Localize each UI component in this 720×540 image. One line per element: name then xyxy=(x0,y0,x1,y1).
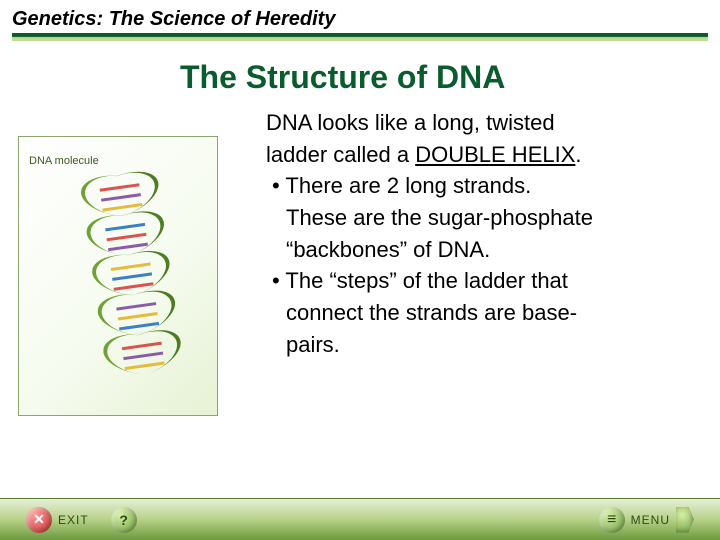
menu-label: MENU xyxy=(631,513,670,527)
exit-button[interactable]: ✕ EXIT xyxy=(26,507,89,533)
slide-header: Genetics: The Science of Heredity xyxy=(0,0,720,45)
exit-label: EXIT xyxy=(58,513,89,527)
body-line: “backbones” of DNA. xyxy=(266,235,702,265)
body-text-span: ladder called a xyxy=(266,142,415,167)
body-line: pairs. xyxy=(266,330,702,360)
exit-icon: ✕ xyxy=(26,507,52,533)
header-divider xyxy=(12,33,708,41)
footer-left-group: ✕ EXIT ? xyxy=(26,507,137,533)
bullet-line: • The “steps” of the ladder that xyxy=(266,266,702,296)
body-text-span: . xyxy=(575,142,581,167)
image-column: DNA molecule xyxy=(18,108,258,416)
help-button[interactable]: ? xyxy=(111,507,137,533)
menu-button[interactable]: ≡ MENU xyxy=(599,507,694,533)
body-line: DNA looks like a long, twisted xyxy=(266,108,702,138)
header-title: Genetics: The Science of Heredity xyxy=(12,8,708,31)
bullet-line: • There are 2 long strands. xyxy=(266,171,702,201)
arrow-right-icon xyxy=(676,507,694,533)
dna-helix-icon xyxy=(64,168,205,411)
slide-title: The Structure of DNA xyxy=(180,59,720,96)
help-icon: ? xyxy=(111,507,137,533)
body-line: ladder called a DOUBLE HELIX. xyxy=(266,140,702,170)
body-text: DNA looks like a long, twisted ladder ca… xyxy=(258,108,702,416)
key-term: DOUBLE HELIX xyxy=(415,142,575,167)
menu-icon: ≡ xyxy=(599,507,625,533)
dna-image-caption: DNA molecule xyxy=(29,155,99,167)
footer-bar: ✕ EXIT ? ≡ MENU xyxy=(0,498,720,540)
body-line: connect the strands are base- xyxy=(266,298,702,328)
body-line: These are the sugar-phosphate xyxy=(266,203,702,233)
dna-molecule-image: DNA molecule xyxy=(18,136,218,416)
content-area: DNA molecule DNA looks like a long, twis… xyxy=(0,108,720,416)
